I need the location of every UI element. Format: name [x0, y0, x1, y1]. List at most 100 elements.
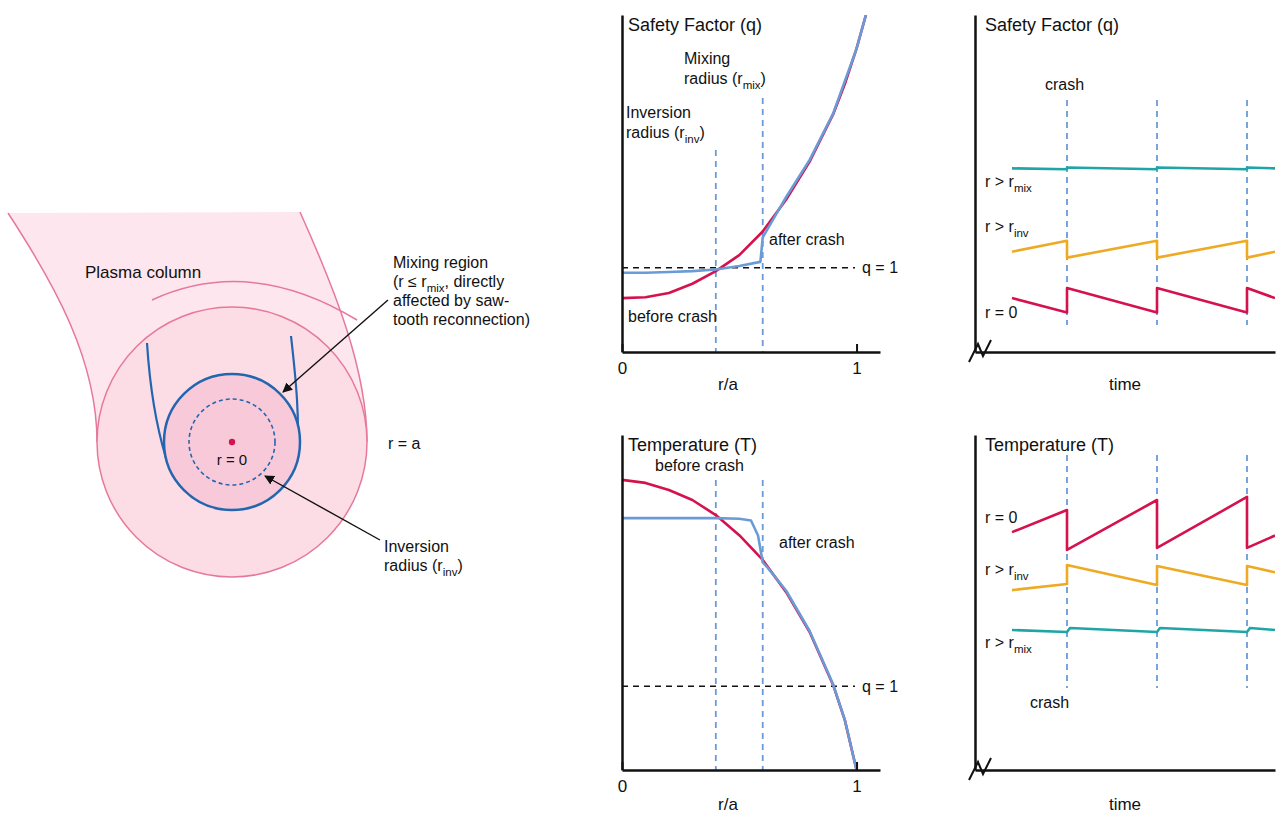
tick-label: 0	[618, 777, 627, 796]
text-run: r > r	[985, 173, 1015, 190]
chart-panel: Safety Factor (q)timer > rmixr > rinvr =…	[969, 15, 1276, 394]
annotation: crash	[1045, 76, 1084, 93]
series-label-line: r > rmix	[985, 173, 1032, 194]
axis-line	[976, 769, 1276, 772]
diagram-label-line: affected by saw-	[393, 292, 509, 309]
series-label: r = 0	[985, 509, 1018, 526]
marker-label-line: radius (rmix)	[684, 70, 766, 91]
x-axis	[976, 770, 1276, 771]
text-run: r > r	[985, 218, 1015, 235]
series-line	[622, 518, 857, 770]
text-run: after crash	[779, 534, 855, 551]
text-run: Inversion	[626, 104, 691, 121]
text-run: before crash	[628, 308, 717, 325]
marker-label-line: radius (rinv)	[626, 124, 705, 145]
series-line	[622, 15, 866, 298]
text-run: after crash	[769, 231, 845, 248]
tick: 1	[852, 344, 861, 378]
reference-line	[622, 686, 855, 688]
pointer-arrow	[283, 300, 388, 392]
text-run: r > r	[985, 634, 1015, 651]
text-run: Mixing region	[393, 254, 488, 271]
series-label-line: after crash	[779, 534, 855, 551]
text-run: )	[761, 70, 766, 87]
marker-label-line: Inversion	[626, 104, 691, 121]
plot-area	[1012, 100, 1275, 325]
series-line	[1012, 628, 1275, 632]
marker-label: Inversion radius (rinv)	[626, 104, 705, 145]
text-run: radius (r	[626, 124, 685, 141]
diagram-label-line: radius (rinv)	[384, 557, 463, 578]
figure: Plasma columnr = ar = 0Mixing region(r ≤…	[0, 0, 1283, 819]
axis-line	[623, 769, 881, 772]
text-run: )	[457, 557, 462, 574]
text-run: mix	[1014, 643, 1032, 655]
text-run: r > r	[985, 561, 1015, 578]
chart-title: Temperature (T)	[985, 435, 1114, 455]
reference-label: q = 1	[862, 678, 898, 695]
series-line	[1012, 565, 1275, 590]
diagram-label: Inversion radius (rinv)	[384, 538, 463, 578]
tick-label: 1	[852, 359, 861, 378]
tick-mark	[856, 344, 858, 352]
y-axis	[622, 16, 623, 353]
marker-label-line: Mixing	[684, 50, 730, 67]
text-run: inv	[1014, 570, 1029, 582]
series-label: after crash	[769, 231, 845, 248]
text-run: Mixing	[684, 50, 730, 67]
text-run: affected by saw-	[393, 292, 509, 309]
series-label: before crash	[628, 308, 717, 325]
tube-back-rim	[152, 282, 357, 320]
series-label-line: r > rinv	[985, 218, 1029, 239]
axis-line	[623, 351, 881, 354]
tick-mark	[856, 762, 858, 770]
text-run: mix	[1014, 182, 1032, 194]
x-axis: 01	[618, 762, 881, 796]
center-dot	[229, 439, 235, 445]
chart-panel: 01Temperature (T)r/abefore crashafter cr…	[618, 435, 898, 814]
series-label-line: r = 0	[985, 304, 1018, 321]
text-run: inv	[1014, 227, 1029, 239]
axis-line	[621, 436, 624, 771]
tube-edge	[8, 213, 97, 442]
text-run: tooth reconnection)	[393, 311, 530, 328]
series-label-line: before crash	[628, 308, 717, 325]
series-label-line: r > rmix	[985, 634, 1032, 655]
mixing-region	[164, 374, 300, 510]
axis-line	[976, 351, 1276, 354]
series-line	[1012, 288, 1275, 312]
series-label-line: r > rinv	[985, 561, 1029, 582]
series-label: r > rinv	[985, 218, 1029, 239]
tick-label: 1	[852, 777, 861, 796]
diagram-label-line: Inversion	[384, 538, 449, 555]
text-run: (r ≤ r	[393, 273, 427, 290]
series-line	[1012, 497, 1275, 550]
x-axis	[976, 352, 1276, 353]
marker-label: Mixing radius (rmix)	[684, 50, 766, 91]
diagram-label: Mixing region(r ≤ rmix, directlyaffected…	[393, 254, 530, 328]
diagram-label-line: tooth reconnection)	[393, 311, 530, 328]
text-run: inv	[443, 566, 458, 578]
series-line	[622, 15, 866, 273]
pointer-arrow	[265, 476, 380, 540]
axis-line	[621, 16, 624, 353]
chart-title: Safety Factor (q)	[628, 15, 762, 35]
series-label-line: before crash	[655, 457, 744, 474]
axis-line	[974, 436, 977, 771]
chart-title: Temperature (T)	[628, 435, 757, 455]
series-label-line: r = 0	[985, 509, 1018, 526]
text-run: before crash	[655, 457, 744, 474]
text-run: )	[699, 124, 704, 141]
x-axis: 01	[618, 344, 881, 378]
plasma-diagram: Plasma columnr = ar = 0Mixing region(r ≤…	[8, 212, 530, 578]
chart-panel: Temperature (T)timer = 0r > rinvr > rmix…	[969, 435, 1276, 814]
axis-line	[974, 16, 977, 353]
series-label: r = 0	[985, 304, 1018, 321]
series-label-line: after crash	[769, 231, 845, 248]
axis-break	[969, 340, 991, 362]
y-axis	[975, 16, 976, 353]
axis-title: time	[1109, 795, 1141, 814]
annotation: crash	[1030, 694, 1069, 711]
chart-panel: 01Safety Factor (q)r/abefore crashafter …	[618, 15, 898, 394]
text-run: r = 0	[985, 304, 1018, 321]
